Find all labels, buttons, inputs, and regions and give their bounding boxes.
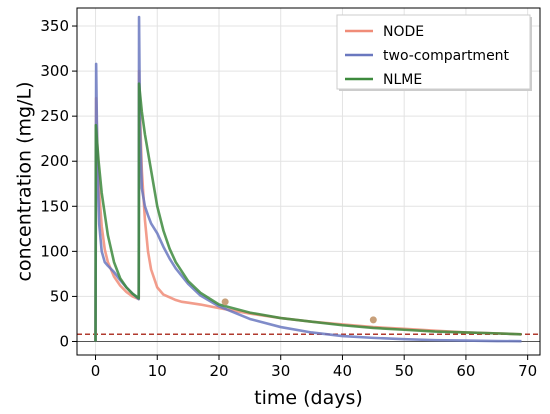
series-layer [94, 15, 522, 343]
observation-points [221, 298, 377, 324]
x-tick-label: 50 [395, 362, 414, 380]
x-tick-label: 70 [518, 362, 537, 380]
y-tick-label: 350 [40, 17, 69, 35]
observation-point [221, 298, 229, 306]
x-tick-label: 0 [91, 362, 101, 380]
y-axis: 0 50 100 150 200 250 300 350 [40, 17, 77, 350]
y-tick-label: 100 [40, 242, 69, 260]
legend-label: NODE [383, 24, 424, 40]
x-axis-title: time (days) [254, 387, 363, 409]
x-tick-label: 10 [148, 362, 167, 380]
x-tick-label: 30 [271, 362, 290, 380]
y-tick-label: 250 [40, 107, 69, 125]
legend-label: two-compartment [383, 48, 510, 64]
legend-box [336, 14, 531, 90]
x-axis: 0 10 20 30 40 50 60 70 [91, 355, 537, 380]
x-tick-label: 20 [209, 362, 228, 380]
y-tick-label: 300 [40, 62, 69, 80]
x-tick-label: 40 [333, 362, 352, 380]
y-axis-title: concentration (mg/L) [14, 81, 36, 281]
plot-frame [76, 7, 541, 356]
y-tick-label: 200 [40, 152, 69, 170]
y-tick-label: 0 [59, 332, 69, 350]
observation-point [369, 316, 377, 324]
legend: NODE two-compartment NLME [336, 14, 532, 91]
series-line-nlme [94, 82, 522, 342]
legend-label: NLME [383, 72, 422, 88]
series-line-two-compartment [94, 15, 522, 343]
y-tick-label: 50 [50, 287, 69, 305]
y-tick-label: 150 [40, 197, 69, 215]
x-tick-label: 60 [456, 362, 475, 380]
